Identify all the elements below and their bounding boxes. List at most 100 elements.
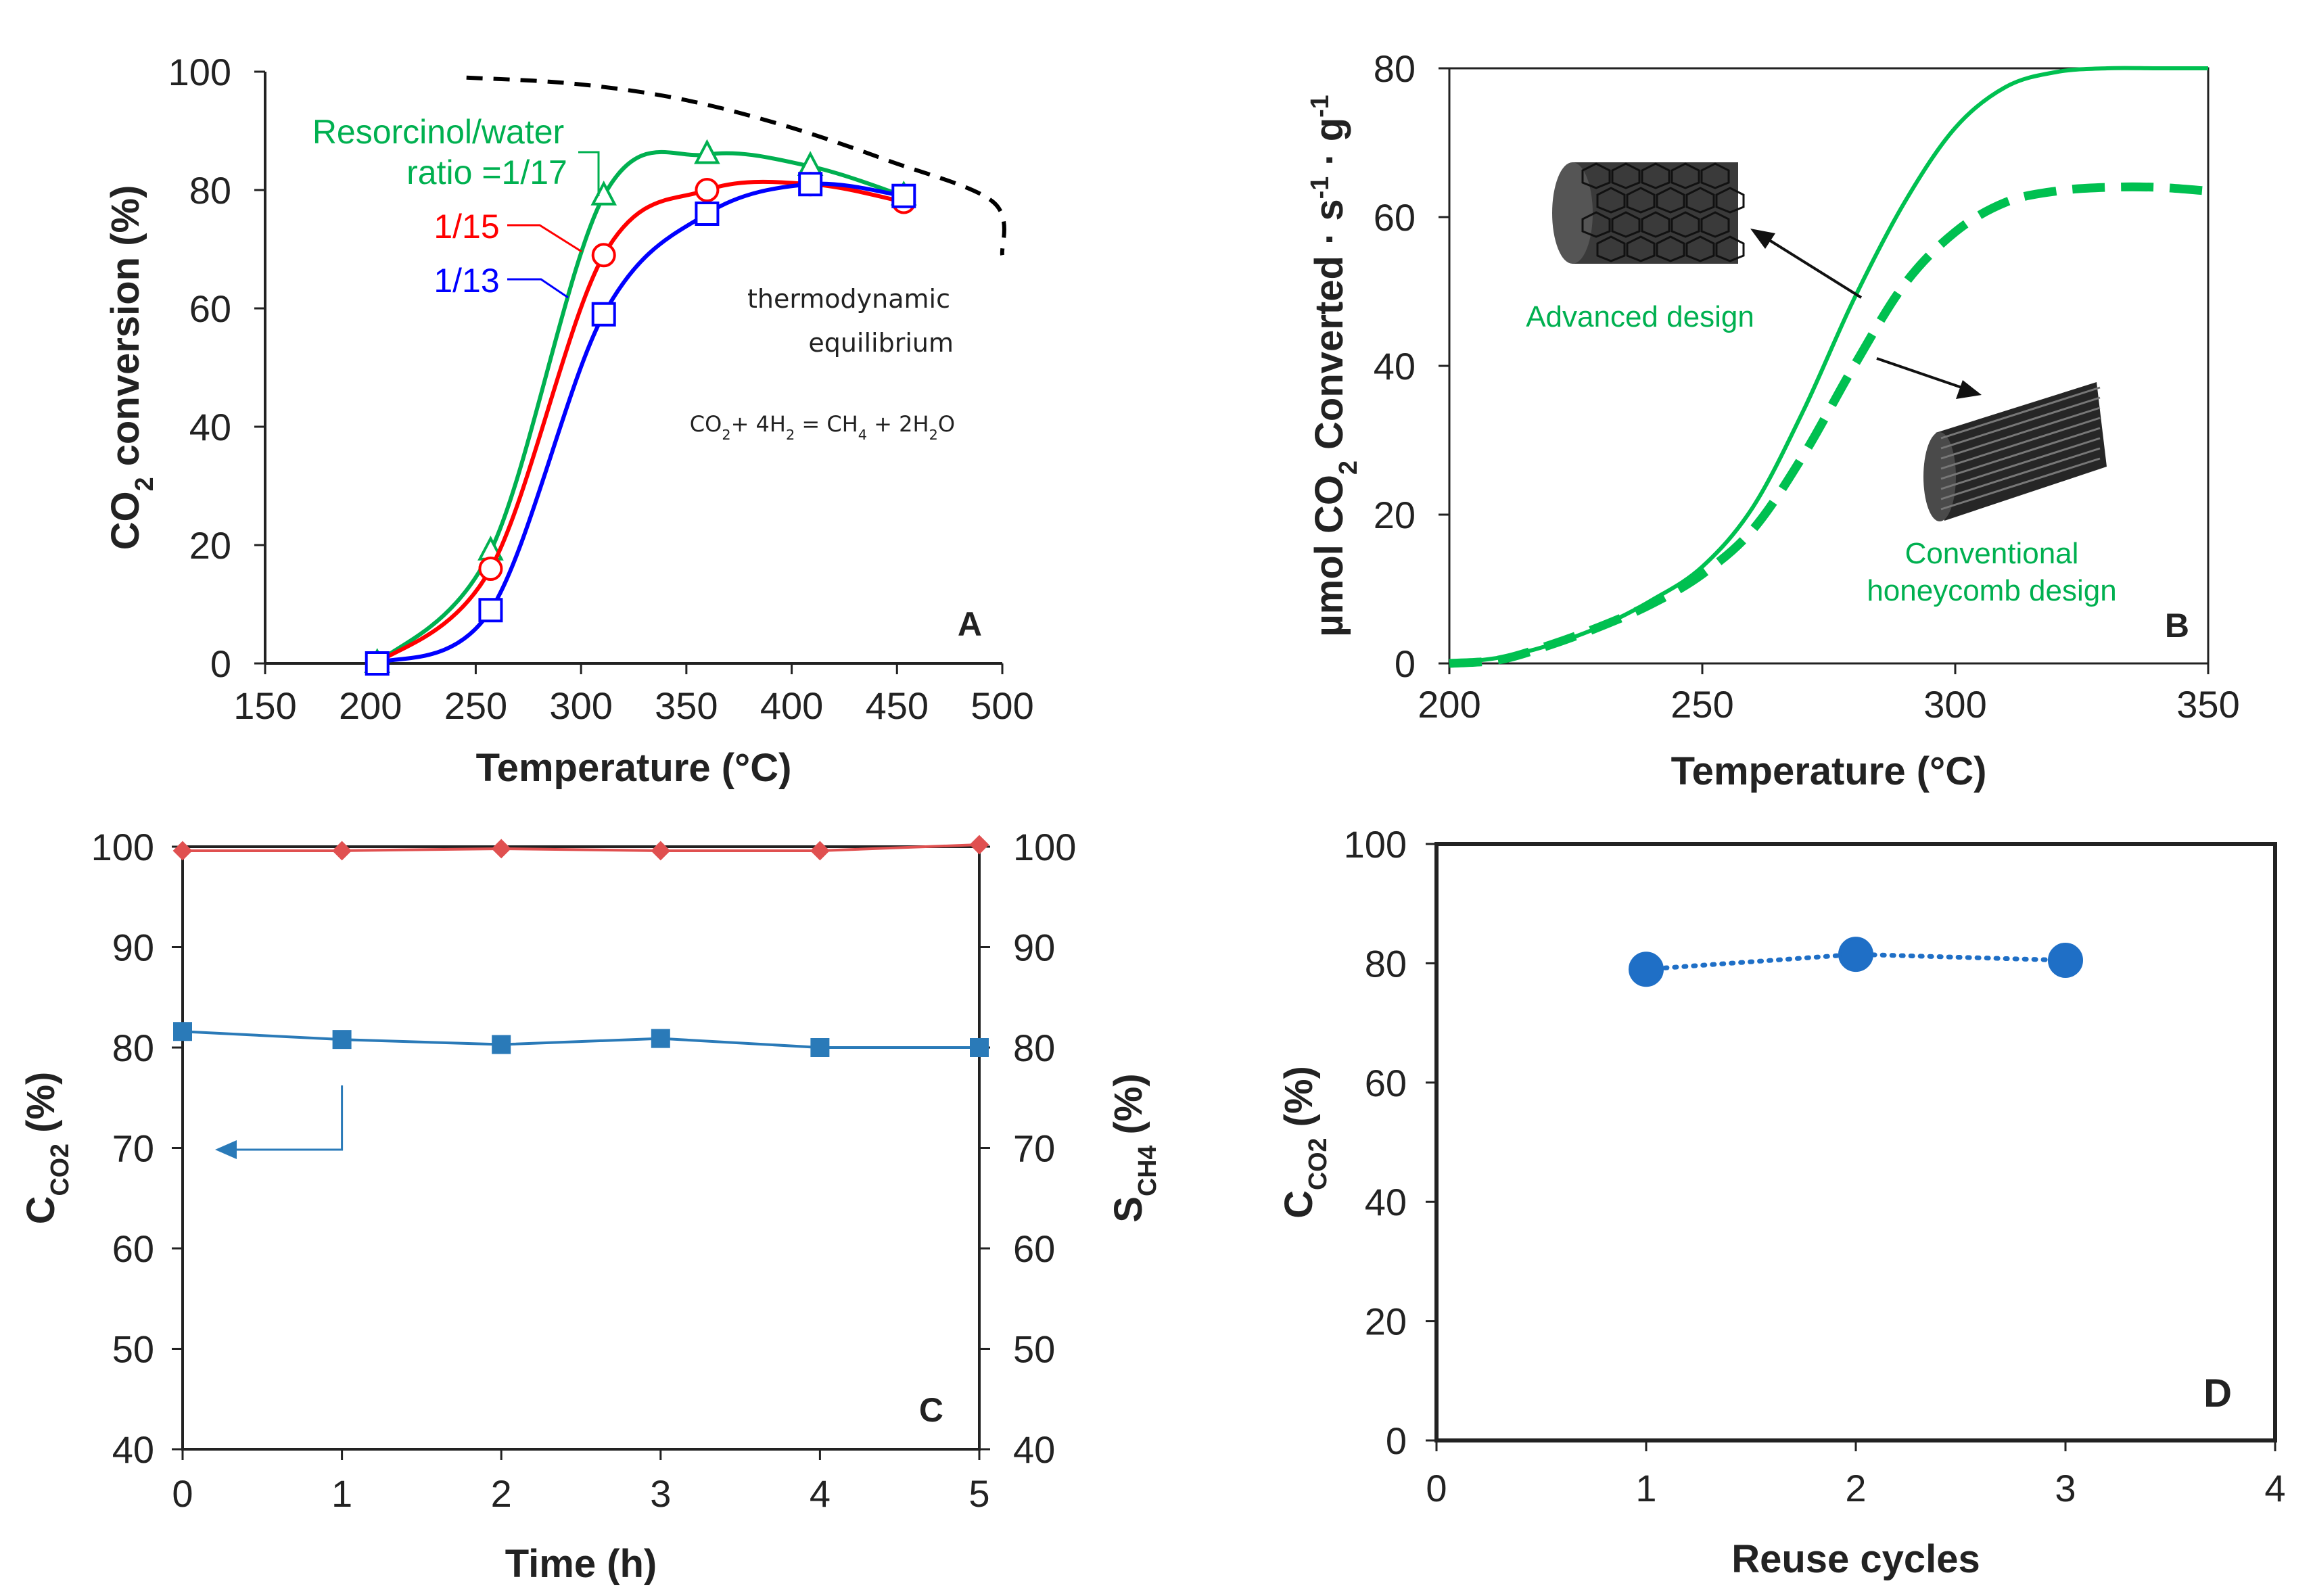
y-axis-title: CO2 conversion (%) — [103, 185, 158, 550]
right-y-tick-label: 70 — [1013, 1127, 1055, 1170]
data-point — [798, 172, 823, 197]
x-axis-title: Time (h) — [505, 1542, 657, 1586]
arrow-conventional — [1876, 357, 1972, 392]
y-axis-title-right-part: (%) — [1106, 1073, 1150, 1145]
x-tick-label: 500 — [971, 684, 1033, 727]
y-tick-label: 60 — [189, 287, 231, 330]
y-tick-label: 100 — [1344, 823, 1407, 866]
y-tick-label: 40 — [189, 406, 231, 448]
panel-label-b: B — [2165, 607, 2189, 644]
honeycomb-cell — [1626, 187, 1656, 214]
y-axis-title-part: conversion (%) — [103, 185, 147, 477]
x-tick-label: 0 — [172, 1472, 193, 1515]
annotation-advanced: Advanced design — [1526, 300, 1754, 333]
x-tick-label: 3 — [650, 1472, 671, 1515]
data-point — [970, 1038, 989, 1057]
right-y-tick-label: 40 — [1013, 1428, 1055, 1471]
right-y-tick-label: 90 — [1013, 926, 1055, 969]
data-point — [810, 841, 830, 861]
honeycomb-cell — [1700, 211, 1730, 238]
data-point — [172, 841, 193, 861]
y-tick-label: 80 — [112, 1027, 154, 1069]
channel-line — [1940, 417, 2101, 470]
honeycomb-cell — [1685, 187, 1715, 214]
annotation-equilibrium-line2: equilibrium — [808, 328, 954, 358]
monolith-face — [1923, 432, 1956, 521]
arrowhead-conventional — [1956, 380, 1982, 399]
y-tick-label: 40 — [1365, 1181, 1407, 1223]
x-tick-label: 4 — [2264, 1467, 2285, 1509]
y-axis-title-left-part: C — [19, 1196, 63, 1224]
y-tick-label: 50 — [112, 1328, 154, 1371]
series-line — [183, 843, 980, 852]
x-axis-title: Temperature (°C) — [476, 746, 792, 790]
right-y-tick-label: 80 — [1013, 1027, 1055, 1069]
y-axis-title-part: -1 — [1305, 177, 1334, 200]
axis-indicator-arrowhead — [215, 1140, 237, 1159]
leader-1-17 — [578, 151, 600, 196]
y-tick-label: 60 — [1365, 1062, 1407, 1104]
annotation-reaction-part: + 4H — [731, 411, 786, 437]
honeycomb-cell — [1641, 162, 1670, 189]
data-point — [332, 841, 352, 861]
monolith-body — [1936, 382, 2107, 521]
annotation-ratio-line2: ratio =1/17 — [406, 154, 567, 191]
y-tick-label: 40 — [112, 1428, 154, 1471]
honeycomb-cell — [1715, 187, 1745, 214]
right-y-tick-label: 60 — [1013, 1227, 1055, 1270]
y-tick-label: 80 — [189, 169, 231, 212]
x-tick-label: 450 — [866, 684, 929, 727]
honeycomb-cell — [1656, 235, 1685, 262]
data-point — [694, 139, 720, 164]
annotation-1-13: 1/13 — [434, 262, 499, 300]
arrowhead-advanced — [1750, 229, 1775, 249]
channel-line — [1940, 437, 2101, 490]
annotation-ratio-line1: Resorcinol/water — [312, 113, 564, 151]
x-tick-label: 1 — [1635, 1467, 1656, 1509]
honeycomb-cell — [1581, 162, 1611, 189]
y-tick-label: 0 — [1386, 1419, 1407, 1462]
data-point — [591, 302, 616, 327]
y-axis-title-right: SCH4 (%) — [1106, 1073, 1161, 1222]
y-axis-title: µmol CO2 Converted · s-1 · g-1 — [1305, 95, 1362, 636]
y-tick-label: 100 — [91, 826, 154, 868]
honeycomb-cell — [1670, 162, 1700, 189]
honeycomb-cell — [1715, 235, 1745, 262]
annotation-reaction-part: = CH — [795, 411, 858, 437]
annotation-equilibrium-line1: thermodynamic — [747, 284, 950, 314]
y-axis-title-part: 2 — [130, 477, 158, 491]
honeycomb-cell — [1626, 235, 1656, 262]
y-tick-label: 80 — [1365, 942, 1407, 985]
data-point — [1629, 952, 1664, 987]
data-point — [810, 1038, 830, 1057]
y-tick-label: 60 — [1374, 196, 1416, 239]
axis-indicator-arrow — [230, 1085, 344, 1151]
y-axis-title-left: CCO2 (%) — [19, 1072, 74, 1225]
data-point — [173, 1022, 192, 1041]
leader-1-15 — [507, 224, 582, 253]
data-point — [478, 557, 503, 581]
x-tick-label: 250 — [1670, 683, 1733, 726]
annotation-reaction-part: 2 — [929, 427, 938, 443]
channel-line — [1940, 427, 2101, 480]
series-c-co2 — [173, 1022, 989, 1057]
annotation-reaction-part: + 2H — [867, 411, 929, 437]
x-tick-label: 250 — [444, 684, 507, 727]
y-tick-label: 20 — [1365, 1300, 1407, 1343]
panel-label-c: C — [919, 1391, 943, 1429]
data-point — [1838, 937, 1873, 972]
y-tick-label: 100 — [168, 51, 231, 93]
honeycomb-cell — [1611, 162, 1641, 189]
honeycomb-cell — [1611, 211, 1641, 238]
x-tick-label: 350 — [655, 684, 718, 727]
channel-line — [1940, 386, 2101, 440]
y-tick-label: 40 — [1374, 345, 1416, 388]
series-c-co2-reuse — [1629, 937, 2083, 987]
data-point — [2048, 942, 2083, 978]
data-point — [969, 835, 989, 855]
y-axis-title-part: -1 — [1305, 95, 1334, 118]
channel-line — [1940, 406, 2101, 460]
x-tick-label: 300 — [549, 684, 612, 727]
data-point — [695, 178, 720, 202]
x-tick-label: 4 — [810, 1472, 831, 1515]
